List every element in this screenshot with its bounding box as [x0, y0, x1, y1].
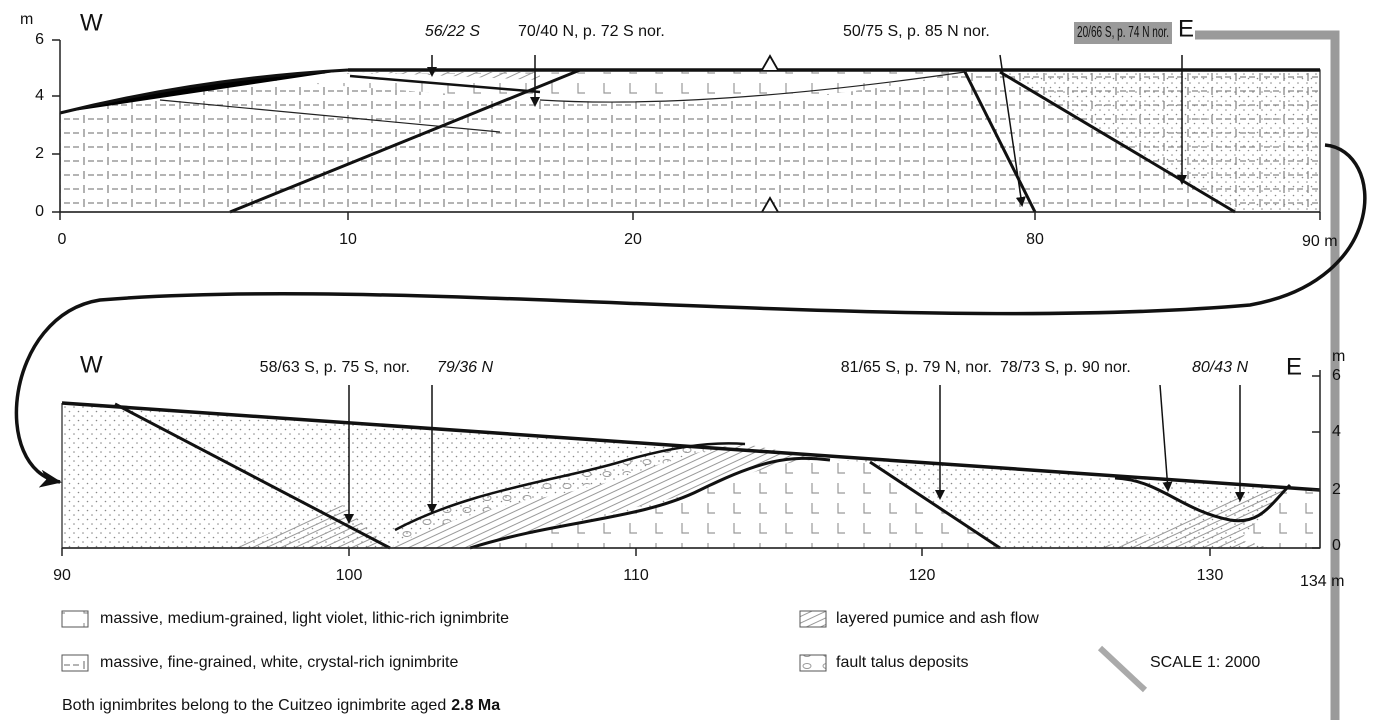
x-tick-label: 10: [339, 231, 357, 248]
shape: [62, 548, 1320, 556]
east-label: E: [1178, 15, 1194, 42]
x-tick-label: 90 m: [1302, 233, 1338, 250]
note-text: Both ignimbrites belong to the Cuitzeo i…: [62, 697, 446, 714]
x-tick-label: 110: [623, 567, 649, 584]
annotation: 70/40 N, p. 72 S nor.: [518, 23, 665, 40]
y-tick-label: 0: [1332, 537, 1341, 554]
y-tick-label: 2: [1332, 481, 1341, 498]
y-tick-label: 6: [1332, 367, 1341, 384]
y-tick-label: 0: [35, 203, 44, 220]
annotation: 78/73 S, p. 90 nor.: [1000, 359, 1131, 376]
shape: [62, 611, 88, 627]
annotation: 58/63 S, p. 75 S, nor.: [260, 359, 410, 376]
annotation: 81/65 S, p. 79 N, nor.: [841, 359, 992, 376]
body: m 6 4 2 0 0 10 20 80 90 m W E 56/22 S 70…: [0, 0, 1393, 720]
y-tick-label: 4: [35, 87, 44, 104]
east-label: E: [1286, 353, 1302, 380]
shape: [800, 655, 826, 671]
shape: [1100, 648, 1145, 690]
x-tick-label: 90: [53, 567, 71, 584]
annotation: 80/43 N: [1192, 359, 1248, 376]
y-tick-label: 4: [1332, 423, 1341, 440]
scale-label: SCALE 1: 2000: [1150, 654, 1260, 671]
legend-label: massive, medium-grained, light violet, l…: [100, 610, 509, 627]
west-label: W: [80, 351, 103, 378]
x-tick-label: 120: [909, 567, 936, 584]
y-tick-label: 2: [35, 145, 44, 162]
x-tick-label: 130: [1197, 567, 1224, 584]
page: Cross-section {"sections":[ {"axis_unit"…: [0, 0, 1393, 720]
annotation: 56/22 S: [425, 23, 480, 40]
x-tick-label: 80: [1026, 231, 1044, 248]
x-tick-label: 134 m: [1300, 573, 1344, 590]
legend-label: massive, fine-grained, white, crystal-ri…: [100, 654, 458, 671]
x-tick-label: 20: [624, 231, 642, 248]
legend-label: layered pumice and ash flow: [836, 610, 1039, 627]
cross-section: m 6 4 2 0 0 10 20 80 90 m W E 56/22 S 70…: [0, 0, 1393, 720]
shape: [62, 655, 88, 671]
note-emphasis: 2.8 Ma: [451, 697, 500, 714]
legend-label: fault talus deposits: [836, 654, 969, 671]
axis-unit: m: [20, 11, 33, 28]
y-tick-label: 6: [35, 31, 44, 48]
note: Both ignimbrites belong to the Cuitzeo i…: [62, 697, 500, 714]
annotation: 50/75 S, p. 85 N nor.: [843, 23, 990, 40]
shape: [52, 40, 60, 212]
x-tick-label: 0: [58, 231, 67, 248]
annotation: 20/66 S, p. 74 N nor.: [1077, 24, 1169, 41]
shape: [800, 611, 826, 627]
shape: [60, 212, 1320, 220]
annotation: 79/36 N: [437, 359, 493, 376]
arrow: [1160, 385, 1168, 490]
x-tick-label: 100: [336, 567, 363, 584]
west-label: W: [80, 9, 103, 36]
axis-unit: m: [1332, 348, 1345, 365]
